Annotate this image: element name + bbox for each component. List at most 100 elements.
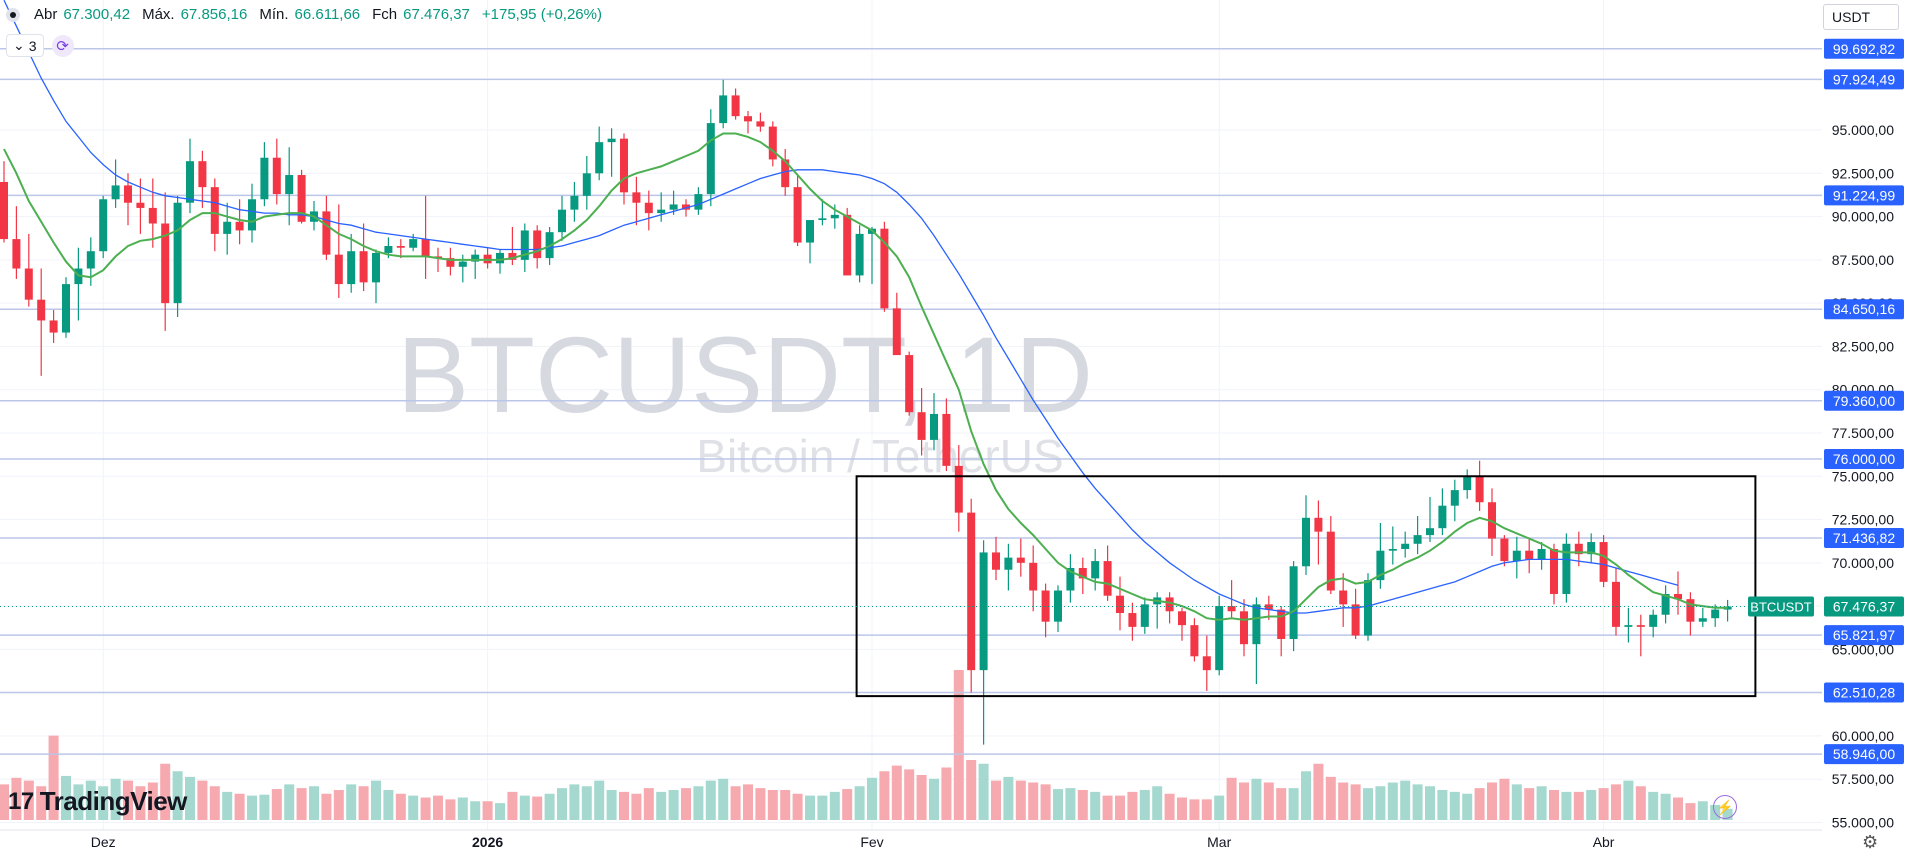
tradingview-logo[interactable]: 17 TradingView	[8, 786, 187, 817]
gear-icon[interactable]: ⚙	[1862, 832, 1879, 852]
level-price-tag	[1824, 744, 1904, 765]
volume-bar	[222, 791, 233, 820]
volume-bar	[1325, 776, 1336, 820]
level-price-tag	[1824, 625, 1904, 646]
last-price-tag	[1824, 596, 1904, 617]
volume-bar	[606, 790, 617, 820]
refresh-icon[interactable]: ⟳	[51, 34, 74, 57]
volume-bar	[98, 786, 109, 820]
price-tick-label: 65.000,00	[1832, 641, 1894, 657]
level-price-tag	[1824, 527, 1904, 548]
volume-bar	[234, 793, 245, 820]
volume-bar	[1375, 786, 1386, 820]
volume-bar	[730, 786, 741, 820]
volume-bar	[296, 788, 307, 820]
ema-slow-line	[3, 0, 1679, 614]
volume-bar	[1673, 797, 1683, 820]
volume-bar	[1177, 797, 1187, 820]
volume-bar	[1499, 778, 1510, 820]
volume-bar	[1511, 784, 1522, 820]
level-price-tag	[1824, 390, 1904, 411]
volume-bar	[817, 795, 828, 820]
volume-bar	[470, 801, 481, 820]
candle-body	[620, 138, 628, 193]
candle-body	[1016, 557, 1025, 563]
candle-body	[1413, 535, 1422, 544]
candle-body	[595, 142, 604, 174]
volume-bar	[1201, 799, 1212, 820]
level-price-tag	[1824, 299, 1904, 320]
candle-body	[1165, 597, 1174, 612]
candle-body	[892, 308, 901, 356]
volume-bar	[85, 780, 96, 820]
candle-body	[1438, 505, 1447, 529]
candle-body	[49, 320, 58, 333]
candle-body	[731, 95, 740, 117]
candle-body	[632, 192, 641, 203]
candle-body	[855, 233, 864, 276]
volume-bar	[371, 780, 381, 820]
candle-body	[446, 258, 455, 267]
volume-bar	[185, 776, 195, 820]
candle-body	[967, 512, 976, 671]
volume-bar	[507, 791, 518, 820]
price-tick-label: 75.000,00	[1832, 468, 1894, 484]
time-axis[interactable]: Dez 2026 Fev Mar Abr	[0, 829, 1822, 850]
candle-body	[471, 254, 480, 262]
volume-bar	[259, 794, 270, 820]
volume-bar	[309, 786, 319, 820]
volume-bar	[991, 780, 1001, 820]
volume-bar	[1040, 784, 1051, 820]
candle-body	[942, 413, 951, 466]
volume-bar	[1239, 782, 1249, 820]
candle-body	[1636, 625, 1645, 627]
volume-bar	[1028, 782, 1039, 820]
volume-bar	[147, 782, 158, 820]
candle-body	[657, 209, 666, 214]
volume-bars	[0, 670, 1733, 820]
volume-bar	[1301, 771, 1311, 820]
candle-body	[1339, 590, 1348, 605]
price-axis[interactable]: 95.000,0092.500,0090.000,0087.500,0085.0…	[1822, 0, 1912, 857]
indicators-toggle-button[interactable]: ⌄ 3	[6, 34, 44, 57]
level-price-label: 97.924,49	[1833, 71, 1895, 87]
volume-bar	[1685, 803, 1696, 820]
range-rectangle[interactable]: BTCUSDT	[0, 475, 1814, 698]
volume-bar	[1077, 790, 1088, 820]
symbol-status-icon[interactable]	[6, 7, 20, 22]
volume-bar	[953, 670, 964, 820]
lightning-icon[interactable]: ⚡	[1713, 795, 1737, 819]
candle-body	[260, 157, 269, 200]
currency-select[interactable]: USDT	[1823, 4, 1899, 30]
candle-body	[682, 204, 690, 210]
candle-body	[297, 175, 306, 222]
close-value: 67.476,37	[403, 6, 470, 23]
volume-bar	[1115, 795, 1125, 820]
volume-bar	[668, 790, 679, 820]
candle-body	[1140, 604, 1149, 627]
candle-body	[1351, 604, 1360, 636]
candle-body	[124, 185, 132, 203]
last-price-symbol: BTCUSDT	[1750, 600, 1811, 615]
level-price-label: 58.946,00	[1833, 746, 1895, 762]
watermark-name: Bitcoin / TetherUS	[696, 430, 1063, 482]
volume-bar	[780, 790, 791, 820]
price-tick-label: 72.500,00	[1832, 512, 1894, 528]
volume-bar	[916, 775, 927, 820]
candle-body	[1227, 606, 1236, 612]
candle-body	[1252, 604, 1261, 645]
candle-body	[396, 246, 405, 248]
volume-bar	[631, 793, 642, 820]
candle-body	[1078, 568, 1087, 579]
volume-bar	[1598, 788, 1609, 820]
volume-bar	[1462, 793, 1473, 820]
candle-body	[1450, 490, 1459, 506]
volume-bar	[135, 786, 146, 820]
volume-bar	[433, 795, 443, 820]
candle-body	[1512, 550, 1521, 562]
volume-bar	[792, 793, 803, 820]
volume-bar	[333, 790, 344, 820]
volume-bar	[1437, 790, 1448, 820]
volume-bar	[1015, 780, 1026, 820]
